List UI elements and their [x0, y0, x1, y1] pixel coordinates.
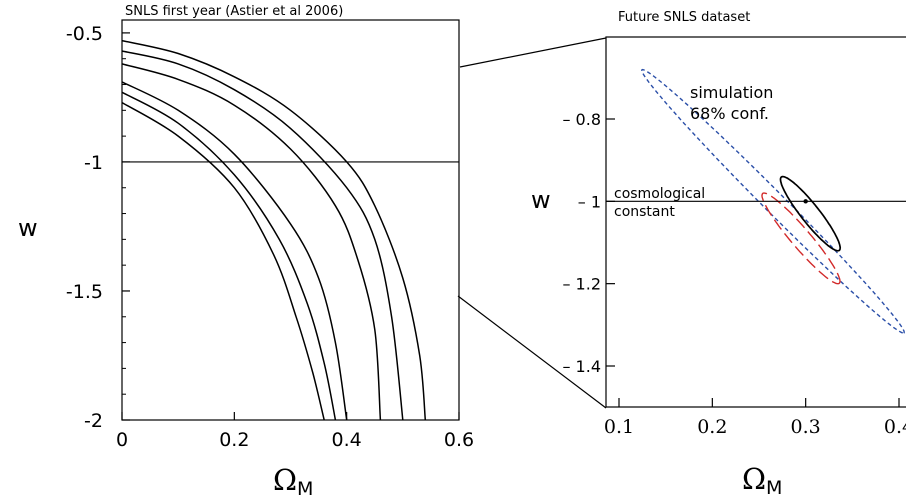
- constant-label: constant: [614, 204, 675, 220]
- cosmological-label: cosmological: [614, 186, 705, 202]
- fiducial-point: [803, 199, 808, 204]
- left-contour-line-6: [121, 101, 325, 421]
- left-ylabel: w: [18, 214, 38, 242]
- right-xtick-label: 0.2: [697, 416, 727, 438]
- right-ytick-label: – 1: [578, 192, 601, 211]
- zoom-connector-bottom: [457, 295, 607, 409]
- right-xtick-label: 0.1: [604, 416, 634, 438]
- right-xlabel: ΩM: [742, 462, 782, 497]
- left-title: SNLS first year (Astier et al 2006): [125, 4, 343, 19]
- left-xtick-label: 0: [116, 429, 128, 451]
- right-contour-solid-2: [779, 175, 842, 252]
- left-xtick-label: 0.4: [332, 429, 362, 451]
- left-xtick-label: 0.6: [444, 429, 474, 451]
- left-ticks: [121, 32, 460, 421]
- left-ytick-label: -1.5: [66, 281, 103, 303]
- right-ticks: [606, 118, 900, 407]
- simulation-label: simulation: [690, 83, 773, 102]
- left-panel: SNLS first year (Astier et al 2006) 0 0.2…: [18, 4, 474, 497]
- right-title: Future SNLS dataset: [618, 10, 750, 25]
- left-contour-line-3: [121, 63, 382, 421]
- left-xlabel: ΩM: [273, 463, 313, 497]
- left-xlabel-sub: M: [297, 478, 313, 497]
- left-ytick-label: -2: [84, 410, 103, 432]
- right-contours-group: [641, 68, 905, 334]
- right-ylabel: w: [531, 186, 551, 214]
- left-plot-frame: [121, 19, 460, 421]
- left-xlabel-main: Ω: [273, 463, 297, 497]
- left-xtick-label: 0.2: [219, 429, 249, 451]
- left-contour-line-1: [121, 39, 427, 421]
- right-tick-labels: 0.1 0.2 0.3 0.4 – 0.8 – 1 – 1.2 – 1.4: [562, 110, 906, 438]
- left-contour-line-2: [121, 50, 404, 421]
- right-xlabel-sub: M: [766, 477, 782, 497]
- zoom-connector-top: [459, 37, 607, 68]
- right-fiducial-point: [803, 199, 808, 204]
- left-series-group: [121, 39, 427, 421]
- right-panel: Future SNLS dataset 0.1 0.2 0.3 0.4 – 0.8 – 1…: [531, 10, 906, 497]
- left-contour-line-5: [121, 91, 337, 421]
- right-ytick-label: – 0.8: [562, 110, 601, 129]
- left-ytick-label: -1: [84, 152, 103, 174]
- left-contour-line-4: [121, 81, 348, 421]
- right-xtick-label: 0.4: [884, 416, 906, 438]
- right-xtick-label: 0.3: [791, 416, 821, 438]
- right-ytick-label: – 1.2: [562, 275, 601, 294]
- right-xlabel-main: Ω: [742, 462, 766, 496]
- right-contour-long-dashed-3: [761, 192, 841, 285]
- left-tick-labels: 0 0.2 0.4 0.6 -0.5 -1 -1.5 -2: [66, 23, 474, 451]
- right-ytick-label: – 1.4: [562, 357, 601, 376]
- confidence-label: 68% conf.: [690, 104, 769, 123]
- right-contour-dashed-1: [641, 68, 905, 334]
- right-plot-frame: [605, 36, 906, 408]
- left-ytick-label: -0.5: [66, 23, 103, 45]
